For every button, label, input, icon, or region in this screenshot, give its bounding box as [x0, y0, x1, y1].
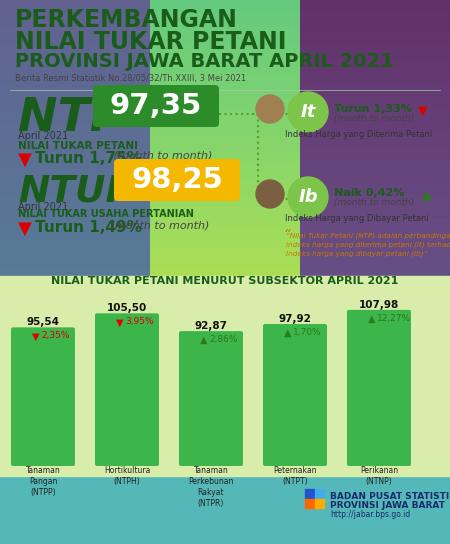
Text: Peternakan
(NTPT): Peternakan (NTPT) — [273, 466, 317, 486]
Text: 12,27%: 12,27% — [377, 314, 411, 323]
Text: NILAI TUKAR USAHA PERTANIAN: NILAI TUKAR USAHA PERTANIAN — [18, 209, 194, 219]
Text: 1,70%: 1,70% — [293, 328, 322, 337]
Text: (month to month): (month to month) — [334, 198, 414, 207]
Text: ▲: ▲ — [199, 335, 207, 345]
Text: Hortikultura
(NTPH): Hortikultura (NTPH) — [104, 466, 150, 486]
Text: “Nilai Tukar Petani (NTP) adalah perbandingan: “Nilai Tukar Petani (NTP) adalah perband… — [286, 232, 450, 239]
Text: 105,50: 105,50 — [107, 304, 147, 313]
Text: 2,35%: 2,35% — [41, 331, 69, 341]
Bar — [305, 499, 314, 508]
Bar — [305, 489, 314, 498]
Text: PERKEMBANGAN: PERKEMBANGAN — [15, 8, 238, 32]
Text: Ib: Ib — [298, 188, 318, 206]
Text: “: “ — [283, 228, 289, 241]
Text: (month to month): (month to month) — [110, 151, 212, 161]
Text: 92,87: 92,87 — [194, 321, 228, 331]
FancyBboxPatch shape — [95, 313, 159, 466]
Text: April 2021: April 2021 — [18, 202, 68, 212]
Text: Indeks harga yang dibayar petani (Ib)”: Indeks harga yang dibayar petani (Ib)” — [286, 250, 427, 257]
Text: ▲: ▲ — [284, 328, 291, 338]
Text: ▲: ▲ — [423, 188, 432, 201]
Text: PROVINSI JAWA BARAT APRIL 2021: PROVINSI JAWA BARAT APRIL 2021 — [15, 52, 394, 71]
Text: http://jabar.bps.go.id: http://jabar.bps.go.id — [330, 510, 410, 519]
Text: ▲: ▲ — [368, 314, 375, 324]
Bar — [0, 476, 450, 544]
Text: ▼: ▼ — [18, 220, 32, 238]
Text: indeks harga yang diterima petani (It) terhadap: indeks harga yang diterima petani (It) t… — [286, 241, 450, 248]
Bar — [0, 276, 450, 476]
Text: 2,86%: 2,86% — [209, 335, 238, 344]
Text: April 2021: April 2021 — [18, 131, 68, 141]
FancyBboxPatch shape — [263, 324, 327, 466]
Text: ▼: ▼ — [418, 104, 428, 117]
Text: 98,25: 98,25 — [131, 166, 223, 194]
Text: 95,54: 95,54 — [27, 317, 59, 327]
Bar — [315, 499, 324, 508]
Text: (month to month): (month to month) — [334, 114, 414, 123]
Text: ▼: ▼ — [116, 317, 123, 327]
Text: NILAI TUKAR PETANI: NILAI TUKAR PETANI — [18, 141, 138, 151]
Circle shape — [288, 92, 328, 132]
Text: NTUP: NTUP — [18, 174, 133, 210]
Circle shape — [256, 180, 284, 208]
Text: BADAN PUSAT STATISTIK: BADAN PUSAT STATISTIK — [330, 492, 450, 501]
Text: Indeks Harga yang Dibayar Petani: Indeks Harga yang Dibayar Petani — [285, 214, 429, 223]
Text: Tanaman
Pangan
(NTPP): Tanaman Pangan (NTPP) — [26, 466, 60, 497]
Text: 107,98: 107,98 — [359, 300, 399, 310]
Circle shape — [288, 177, 328, 217]
Text: Perikanan
(NTNP): Perikanan (NTNP) — [360, 466, 398, 486]
Bar — [315, 489, 324, 498]
FancyBboxPatch shape — [11, 327, 75, 466]
Text: NILAI TUKAR PETANI MENURUT SUBSEKTOR APRIL 2021: NILAI TUKAR PETANI MENURUT SUBSEKTOR APR… — [51, 276, 399, 286]
Text: It: It — [300, 103, 316, 121]
Text: Naik 0,42%: Naik 0,42% — [334, 188, 405, 198]
Text: 97,35: 97,35 — [110, 92, 202, 120]
Text: Turun 1,33%: Turun 1,33% — [334, 104, 412, 114]
Text: NILAI TUKAR PETANI: NILAI TUKAR PETANI — [15, 30, 287, 54]
FancyBboxPatch shape — [93, 85, 219, 127]
Text: ▼: ▼ — [18, 151, 32, 169]
Text: Indeks Harga yang Diterima Petani: Indeks Harga yang Diterima Petani — [285, 130, 432, 139]
FancyBboxPatch shape — [347, 310, 411, 466]
Text: ▼: ▼ — [32, 331, 39, 342]
Text: Tanaman
Perkebunan
Rakyat
(NTPR): Tanaman Perkebunan Rakyat (NTPR) — [188, 466, 234, 508]
Text: (month to month): (month to month) — [107, 220, 209, 230]
Text: Turun 1,75%: Turun 1,75% — [35, 151, 142, 166]
Text: 97,92: 97,92 — [279, 314, 311, 324]
Text: Turun 1,49%: Turun 1,49% — [35, 220, 142, 235]
Text: Berita Resmi Statistik No.28/05/32/Th.XXIII, 3 Mei 2021: Berita Resmi Statistik No.28/05/32/Th.XX… — [15, 74, 246, 83]
Circle shape — [256, 95, 284, 123]
Text: PROVINSI JAWA BARAT: PROVINSI JAWA BARAT — [330, 501, 445, 510]
Text: 3,95%: 3,95% — [125, 317, 153, 326]
FancyBboxPatch shape — [114, 159, 240, 201]
Text: NTP: NTP — [18, 96, 124, 141]
FancyBboxPatch shape — [179, 331, 243, 466]
